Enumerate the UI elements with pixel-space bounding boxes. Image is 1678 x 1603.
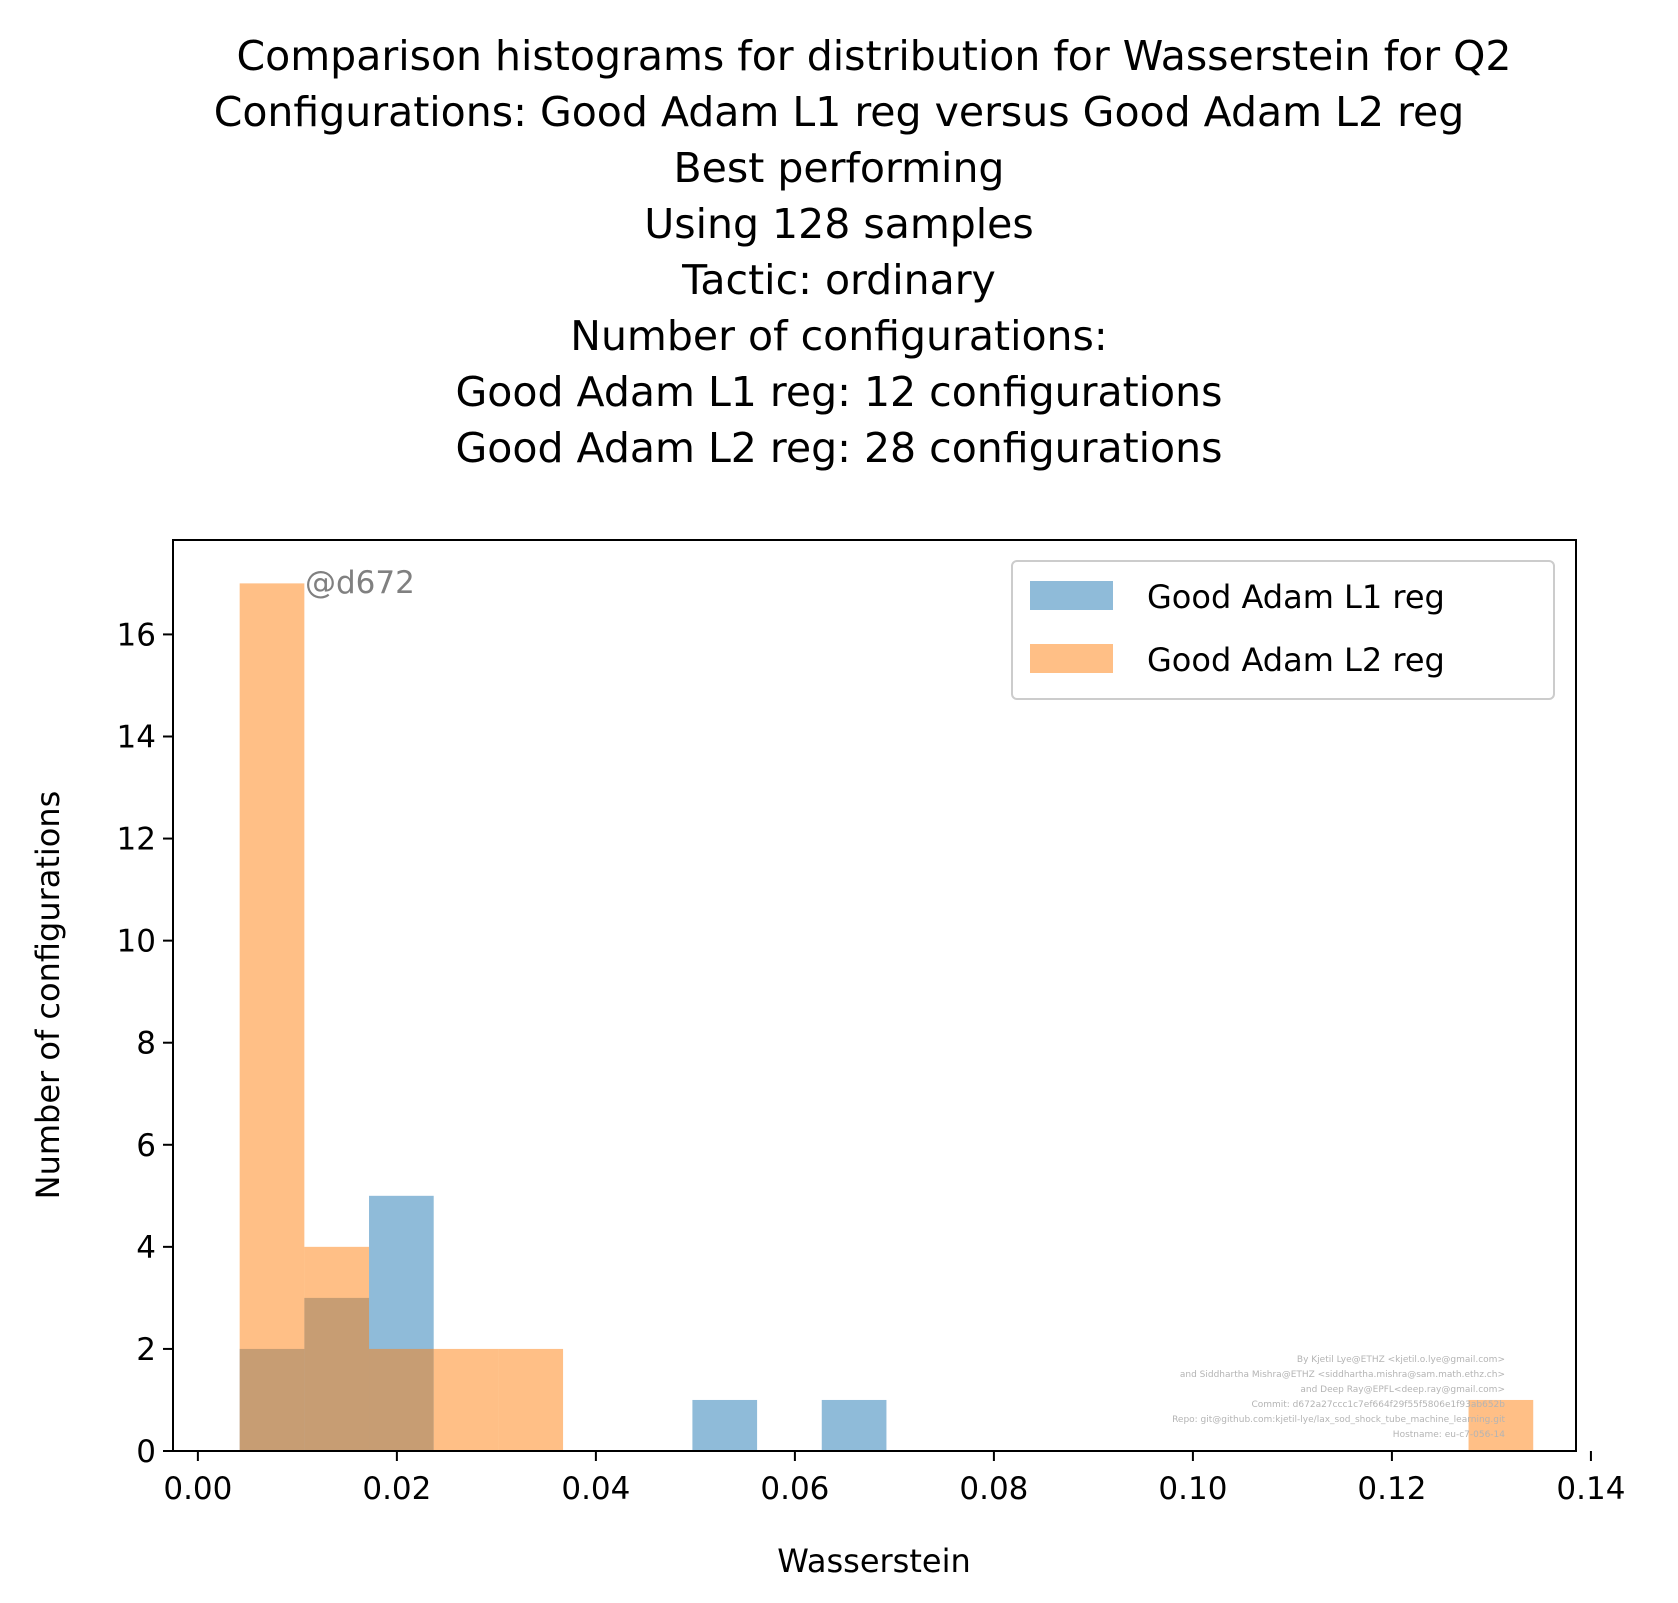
- legend: Good Adam L1 reg Good Adam L2 reg: [1011, 560, 1555, 700]
- histogram-bar-series2-bin1: [239, 583, 305, 1451]
- credit-line-5: Repo: git@github.com:kjetil-lye/lax_sod_…: [1172, 1415, 1505, 1425]
- y-axis-label: Number of configurations: [29, 791, 67, 1200]
- x-tick-label: 0.08: [959, 1471, 1028, 1507]
- x-tick-label: 0.12: [1357, 1471, 1426, 1507]
- credit-line-2: and Siddhartha Mishra@ETHZ <siddhartha.m…: [1180, 1370, 1505, 1380]
- credit-line-3: and Deep Ray@EPFL<deep.ray@gmail.com>: [1300, 1385, 1505, 1395]
- y-axis-ticks: 0 2 4 6 8 10 12 14 16: [117, 617, 173, 1470]
- legend-label-l2: Good Adam L2 reg: [1147, 641, 1445, 679]
- title-line-2: Configurations: Good Adam L1 reg versus …: [213, 88, 1465, 136]
- legend-box: [1011, 560, 1555, 700]
- x-axis-ticks: 0.00 0.02 0.04 0.06 0.08 0.10 0.12 0.14: [163, 1451, 1625, 1507]
- credit-line-1: By Kjetil Lye@ETHZ <kjetil.o.lye@gmail.c…: [1297, 1355, 1505, 1365]
- chart-title: Comparison histograms for distribution f…: [0, 28, 1678, 476]
- legend-swatch-l1: [1030, 581, 1113, 610]
- x-tick-label: 0.14: [1556, 1471, 1625, 1507]
- x-tick-label: 0.10: [1158, 1471, 1227, 1507]
- title-line-1: Comparison histograms for distribution f…: [236, 32, 1512, 80]
- y-tick-label: 2: [136, 1332, 156, 1368]
- title-line-8: Good Adam L2 reg: 28 configurations: [455, 424, 1223, 472]
- x-tick-label: 0.04: [561, 1471, 630, 1507]
- title-line-4: Using 128 samples: [644, 200, 1034, 248]
- x-tick-label: 0.00: [163, 1471, 232, 1507]
- y-tick-label: 8: [136, 1026, 156, 1062]
- credits-block: By Kjetil Lye@ETHZ <kjetil.o.lye@gmail.c…: [1172, 1355, 1505, 1440]
- title-line-7: Good Adam L1 reg: 12 configurations: [455, 368, 1223, 416]
- credit-line-6: Hostname: eu-c7-056-14: [1393, 1430, 1505, 1440]
- y-tick-label: 4: [136, 1230, 156, 1266]
- bars-layer: [239, 583, 1534, 1451]
- legend-swatch-l2: [1030, 644, 1113, 673]
- y-tick-label: 12: [117, 822, 156, 858]
- histogram-bar-series1-bin10: [821, 1399, 887, 1451]
- title-line-6: Number of configurations:: [570, 312, 1108, 360]
- commit-watermark: @d672: [305, 565, 415, 601]
- histogram-bar-series2-bin20: [1468, 1399, 1534, 1451]
- title-line-5: Tactic: ordinary: [682, 256, 996, 304]
- credit-line-4: Commit: d672a27ccc1c7ef664f29f55f5806e1f…: [1251, 1400, 1505, 1410]
- x-axis-label: Wasserstein: [777, 1542, 970, 1580]
- histogram-bar-series2-bin4: [433, 1348, 499, 1451]
- legend-label-l1: Good Adam L1 reg: [1147, 578, 1445, 616]
- histogram-bar-series2-bin5: [498, 1348, 564, 1451]
- title-line-3: Best performing: [673, 144, 1005, 192]
- histogram-bar-series2-bin2: [304, 1246, 370, 1451]
- plot-area-frame: [172, 539, 1577, 1452]
- histogram-bar-series1-bin8: [692, 1399, 758, 1451]
- x-tick-label: 0.02: [362, 1471, 431, 1507]
- x-tick-label: 0.06: [760, 1471, 829, 1507]
- histogram-bar-series2-bin3: [369, 1348, 434, 1451]
- y-tick-label: 0: [136, 1434, 156, 1470]
- y-tick-label: 16: [117, 617, 156, 653]
- y-tick-label: 6: [136, 1128, 156, 1164]
- y-tick-label: 10: [117, 924, 156, 960]
- y-tick-label: 14: [117, 719, 156, 755]
